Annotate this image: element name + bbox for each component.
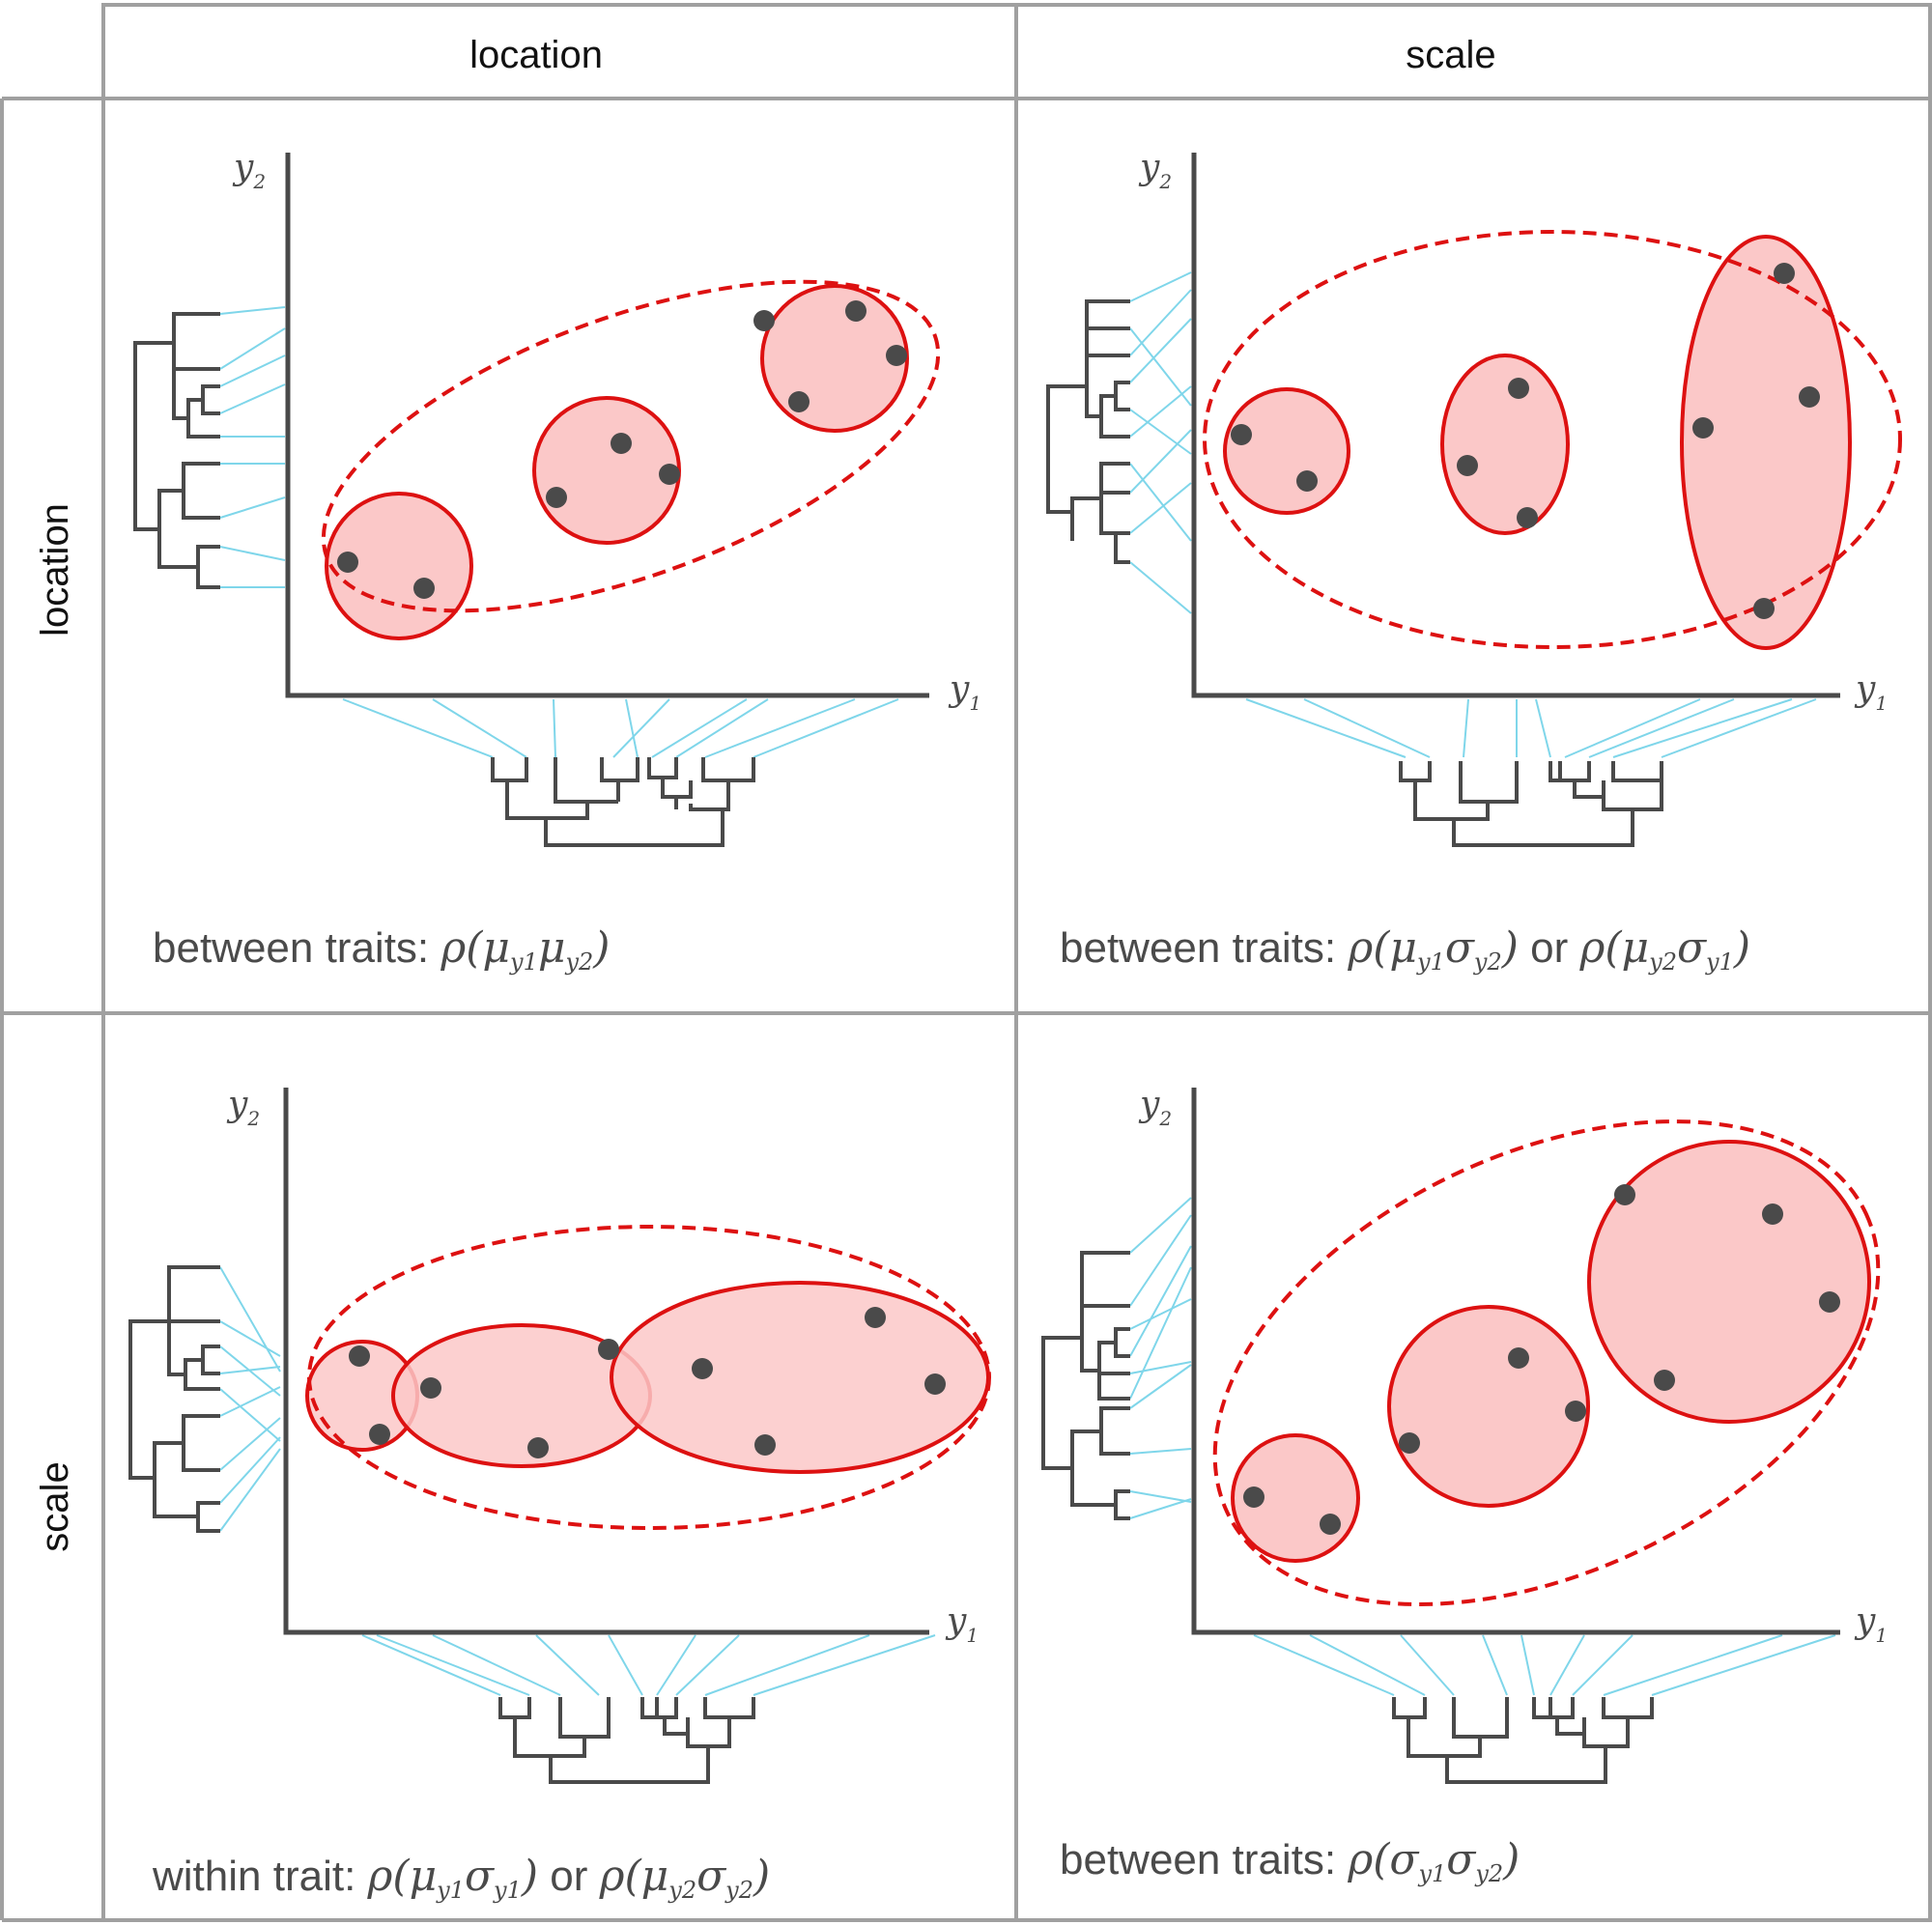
phylo-tree-y2 — [128, 1265, 220, 1533]
column-header-scale: scale — [1406, 34, 1495, 76]
phylo-tree-y1 — [491, 757, 755, 847]
y1-axis-label: y1 — [1854, 1601, 1888, 1647]
panel-scale-scale: y2 y1 between traits: ρ(σy1σy2) — [1041, 1085, 1888, 1887]
trait-axes — [1191, 153, 1840, 698]
phylo-dashed-ellipse — [1212, 1119, 1881, 1606]
caption-location-scale-between: between traits: ρ(μy1σy2) or ρ(μy2σy1) — [1060, 923, 1750, 976]
phylo-dashed-ellipse — [307, 1225, 991, 1530]
table-grid — [0, 3, 1932, 1922]
group-ellipses — [305, 1281, 990, 1474]
y2-axis-label: y2 — [226, 1085, 260, 1130]
y2-axis-label: y2 — [232, 148, 266, 193]
panel-scale-location-within: y2 y1 within trait: ρ(μy1σy1) or ρ(μy2σy… — [128, 1085, 991, 1904]
row-header-scale: scale — [34, 1461, 76, 1551]
row-header-location: location — [34, 503, 76, 637]
phylo-links-y1 — [1253, 1634, 1836, 1696]
phylo-tree-y1 — [498, 1697, 755, 1784]
y1-axis-label: y1 — [1854, 669, 1888, 715]
phylo-links-y2 — [1129, 271, 1192, 614]
data-points — [1243, 1184, 1840, 1535]
group-ellipses — [1223, 235, 1852, 650]
phylo-links-y1 — [1245, 698, 1817, 758]
phylo-dashed-ellipse — [321, 279, 941, 613]
phylo-tree-y1 — [1392, 1697, 1654, 1784]
y1-axis-label: y1 — [945, 1601, 979, 1647]
data-points — [1231, 263, 1820, 619]
phylo-tree-y1 — [1399, 761, 1663, 847]
data-points — [337, 300, 907, 599]
phylo-tree-y2 — [1046, 299, 1130, 564]
phylo-tree-y2 — [133, 312, 220, 589]
column-header-location: location — [469, 34, 603, 76]
trait-axes — [1191, 1088, 1840, 1635]
trait-axes — [283, 1088, 929, 1635]
phylo-links-y1 — [342, 698, 899, 758]
y1-axis-label: y1 — [948, 669, 981, 715]
panel-location-scale-between: y2 y1 between traits: ρ(μy1σy2) or ρ(μy2… — [1046, 148, 1902, 976]
phylo-tree-y2 — [1041, 1251, 1130, 1520]
phylo-links-y2 — [1129, 1197, 1192, 1519]
caption-scale-scale: between traits: ρ(σy1σy2) — [1060, 1835, 1520, 1887]
caption-location-location: between traits: ρ(μy1μy2) — [153, 923, 610, 976]
y2-axis-label: y2 — [1138, 148, 1172, 193]
phylo-dashed-ellipse — [1203, 230, 1902, 649]
phylo-links-y2 — [219, 306, 286, 588]
phylo-links-y2 — [219, 1266, 281, 1532]
trait-axes — [285, 153, 929, 698]
y2-axis-label: y2 — [1138, 1085, 1172, 1130]
panel-location-location: y2 y1 between traits: ρ(μy1μy2) — [133, 148, 981, 976]
data-points — [349, 1307, 946, 1458]
phylo-links-y1 — [361, 1634, 936, 1696]
caption-scale-location-within: within trait: ρ(μy1σy1) or ρ(μy2σy2) — [152, 1852, 770, 1904]
